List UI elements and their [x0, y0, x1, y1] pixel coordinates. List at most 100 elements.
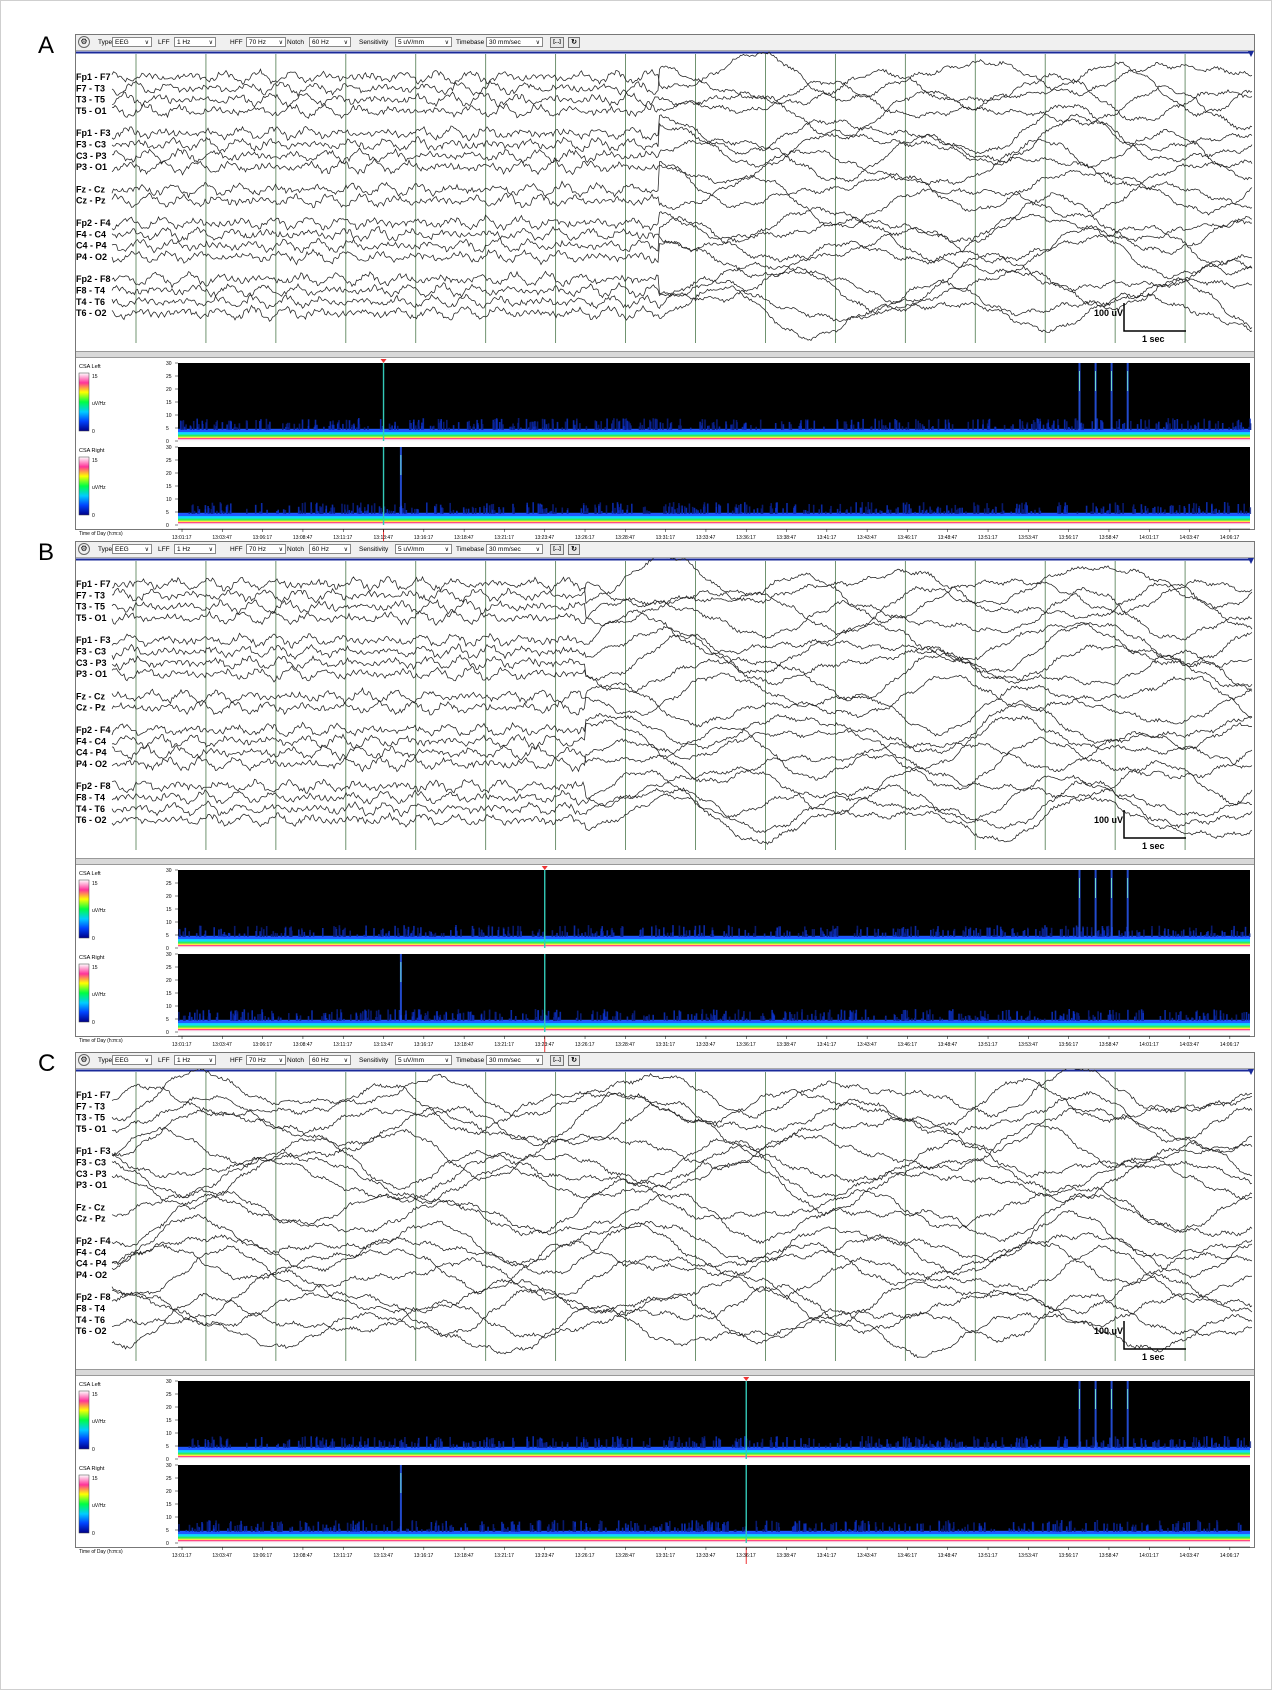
lff-label: LFF [158, 1057, 170, 1064]
time-tick-label: 13:43:47 [857, 1042, 877, 1048]
chevron-down-icon: ∨ [343, 40, 348, 46]
notch-select[interactable]: 60 Hz ∨ [309, 37, 351, 47]
refresh-icon[interactable]: ↻ [568, 37, 580, 48]
time-tick-label: 13:38:47 [777, 1042, 797, 1048]
type-select[interactable]: EEG ∨ [112, 544, 152, 554]
color-scale-bar [78, 372, 90, 432]
channel-label: Fp2 - F4 [76, 1236, 111, 1246]
chevron-down-icon: ∨ [278, 547, 283, 553]
channel-label: C4 - P4 [76, 241, 107, 251]
csa-y-tick: 20 [166, 978, 172, 984]
timebase-select[interactable]: 30 mm/sec ∨ [486, 544, 543, 554]
csa-y-tick: 20 [166, 471, 172, 477]
notch-select[interactable]: 60 Hz ∨ [309, 1055, 351, 1065]
csa-y-tick: 0 [166, 946, 169, 952]
pane-splitter[interactable] [76, 351, 1254, 358]
eeg-trace-area[interactable]: Fp1 - F7 F7 - T3 T3 - T5 T5 - O1 Fp1 - F3 F3 … [76, 51, 1254, 351]
eeg-trace [111, 1178, 1253, 1234]
channel-label: F7 - T3 [76, 83, 105, 93]
eeg-trace [111, 1305, 1253, 1358]
time-tick-label: 13:03:47 [212, 1553, 232, 1559]
time-tick-label: 13:46:17 [897, 1553, 917, 1559]
sensitivity-select[interactable]: 5 uV/mm ∨ [395, 1055, 452, 1065]
time-tick-label: 13:11:17 [333, 535, 352, 541]
csa-y-tick: 5 [166, 1528, 169, 1534]
csa-y-tick: 10 [166, 1515, 172, 1521]
time-tick-label: 13:21:17 [494, 535, 514, 541]
time-tick-label: 13:51:17 [978, 1553, 998, 1559]
color-scale-bar [78, 879, 90, 939]
lff-select[interactable]: 1 Hz ∨ [174, 544, 216, 554]
time-tick-label: 13:11:17 [333, 1042, 352, 1048]
eeg-trace-area[interactable]: Fp1 - F7 F7 - T3 T3 - T5 T5 - O1 Fp1 - F3 F3 … [76, 1069, 1254, 1369]
channel-label: F4 - C4 [76, 229, 106, 239]
montage-options-button[interactable]: [...] [550, 1055, 564, 1066]
color-min-label: 0 [92, 1020, 95, 1026]
channel-label: F3 - C3 [76, 647, 106, 657]
settings-gear-icon[interactable]: ⚙ [78, 1054, 90, 1066]
csa-y-tick: 10 [166, 413, 172, 419]
time-tick-label: 13:28:47 [615, 1042, 635, 1048]
toolbar: ⚙ Type EEG ∨ LFF 1 Hz ∨ HFF 70 Hz ∨ Notch 60 Hz ∨ Sen… [76, 1053, 1254, 1069]
channel-label: Cz - Pz [76, 196, 106, 206]
lff-select[interactable]: 1 Hz ∨ [174, 1055, 216, 1065]
hff-value: 70 Hz [249, 546, 266, 553]
csa-y-tick: 25 [166, 1476, 172, 1482]
hff-label: HFF [230, 546, 243, 553]
montage-options-button[interactable]: [...] [550, 544, 564, 555]
chevron-down-icon: ∨ [444, 1058, 449, 1064]
pane-splitter[interactable] [76, 858, 1254, 865]
eeg-trace-area[interactable]: Fp1 - F7 F7 - T3 T3 - T5 T5 - O1 Fp1 - F3 F3 … [76, 558, 1254, 858]
settings-gear-icon[interactable]: ⚙ [78, 36, 90, 48]
channel-label: P3 - O1 [76, 669, 107, 679]
sensitivity-select[interactable]: 5 uV/mm ∨ [395, 544, 452, 554]
color-scale-bar [78, 963, 90, 1023]
csa-y-tick: 30 [166, 1379, 172, 1385]
time-scale-label: 1 sec [1142, 334, 1165, 344]
channel-label: T6 - O2 [76, 308, 107, 318]
refresh-icon[interactable]: ↻ [568, 544, 580, 555]
time-tick-label: 13:06:17 [253, 1042, 273, 1048]
csa-y-tick: 25 [166, 1392, 172, 1398]
channel-label: T4 - T6 [76, 804, 105, 814]
hff-select[interactable]: 70 Hz ∨ [246, 1055, 286, 1065]
sensitivity-select[interactable]: 5 uV/mm ∨ [395, 37, 452, 47]
color-unit-label: uV/Hz [92, 485, 106, 491]
eeg-trace [111, 275, 1253, 330]
montage-options-button[interactable]: [...] [550, 37, 564, 48]
notch-select[interactable]: 60 Hz ∨ [309, 544, 351, 554]
time-tick-label: 13:43:47 [857, 1553, 877, 1559]
eeg-trace [111, 736, 1253, 791]
csa-right-label: CSA Right [79, 955, 105, 961]
time-tick-label: 13:06:17 [253, 1553, 273, 1559]
hff-select[interactable]: 70 Hz ∨ [246, 544, 286, 554]
settings-gear-icon[interactable]: ⚙ [78, 543, 90, 555]
time-tick-label: 13:56:17 [1059, 1553, 1079, 1559]
pane-splitter[interactable] [76, 1369, 1254, 1376]
refresh-icon[interactable]: ↻ [568, 1055, 580, 1066]
type-select[interactable]: EEG ∨ [112, 1055, 152, 1065]
channel-label: F8 - T4 [76, 1304, 105, 1314]
timebase-value: 30 mm/sec [489, 1057, 521, 1064]
timebase-select[interactable]: 30 mm/sec ∨ [486, 37, 543, 47]
eeg-trace [111, 609, 1253, 666]
time-tick-label: 13:46:17 [897, 535, 917, 541]
channel-label: C3 - P3 [76, 151, 107, 161]
eeg-trace [111, 216, 1253, 276]
color-max-label: 15 [92, 1476, 98, 1482]
type-select[interactable]: EEG ∨ [112, 37, 152, 47]
channel-label: Fp1 - F7 [76, 579, 111, 589]
time-tick-label: 13:21:17 [494, 1042, 514, 1048]
timebase-select[interactable]: 30 mm/sec ∨ [486, 1055, 543, 1065]
channel-label: Fp2 - F8 [76, 274, 111, 284]
hff-label: HFF [230, 1057, 243, 1064]
channel-label: Cz - Pz [76, 1214, 106, 1224]
eeg-trace [111, 1077, 1253, 1135]
timebase-value: 30 mm/sec [489, 546, 521, 553]
time-tick-label: 13:01:17 [172, 535, 192, 541]
hff-select[interactable]: 70 Hz ∨ [246, 37, 286, 47]
time-tick-label: 14:03:47 [1180, 1042, 1200, 1048]
lff-select[interactable]: 1 Hz ∨ [174, 37, 216, 47]
time-tick-label: 13:01:17 [172, 1553, 192, 1559]
